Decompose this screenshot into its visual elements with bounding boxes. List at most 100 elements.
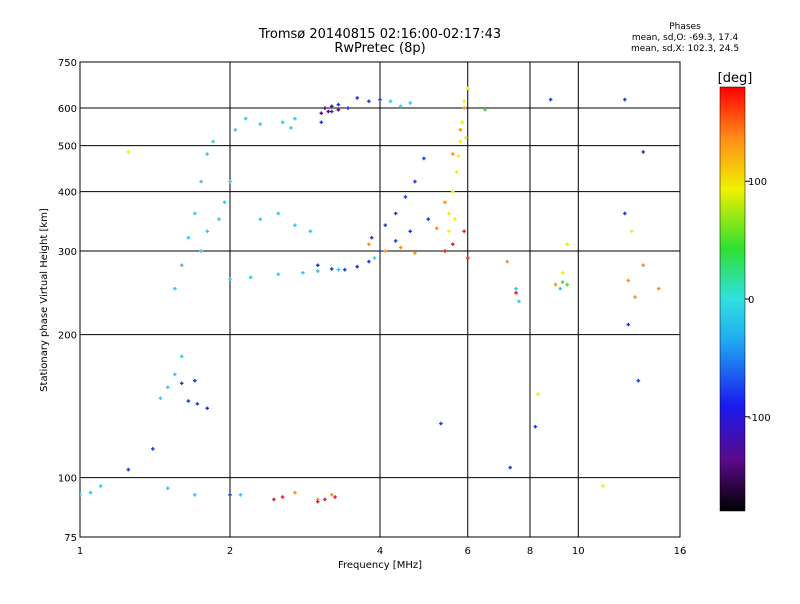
scatter-point	[378, 249, 382, 253]
scatter-point	[462, 229, 466, 234]
chart-title: Tromsø 20140815 02:16:00-02:17:43	[258, 27, 502, 42]
scatter-point	[276, 272, 281, 277]
scatter-point	[367, 242, 371, 247]
scatter-point	[355, 264, 359, 269]
scatter-point	[553, 282, 558, 287]
scatter-point	[276, 211, 281, 216]
scatter-point	[454, 170, 459, 174]
x-tick-labels: 1 2 4 6 8 10 16	[77, 546, 687, 557]
scatter-point	[319, 111, 324, 116]
scatter-point	[393, 239, 398, 243]
scatter-point	[323, 497, 327, 502]
scatter-point	[126, 150, 131, 154]
scatter-point	[272, 497, 276, 502]
x-tick-label: 16	[674, 546, 687, 557]
scatter-point	[211, 139, 215, 144]
colorbar-tick-label: -100	[748, 413, 771, 424]
colorbar	[719, 86, 746, 512]
x-axis-label: Frequency [MHz]	[338, 560, 422, 571]
y-tick-label: 400	[58, 188, 77, 199]
scatter-point	[439, 421, 443, 426]
scatter-point	[205, 406, 209, 411]
scatter-point	[505, 259, 509, 264]
scatter-point	[378, 97, 382, 102]
scatter-point	[451, 189, 455, 194]
scatter-point	[565, 282, 569, 287]
scatter-point	[205, 229, 209, 234]
scatter-point	[301, 270, 305, 275]
scatter-point	[258, 217, 263, 222]
scatter-point	[447, 229, 451, 234]
scatter-point	[623, 211, 627, 216]
scatter-point	[193, 211, 197, 216]
scatter-point	[228, 493, 232, 497]
scatter-point	[308, 229, 313, 234]
scatter-point	[165, 385, 170, 390]
scatter-point	[222, 200, 227, 205]
colorbar-tick-label: 0	[748, 295, 754, 306]
y-tick-labels: 75 100 200 300 400 500 600 750	[58, 58, 77, 544]
scatter-point	[517, 299, 521, 304]
scatter-point	[289, 126, 293, 130]
scatter-point	[238, 493, 243, 497]
scatter-point	[217, 217, 221, 222]
scatter-point	[179, 263, 184, 268]
scatter-point	[514, 291, 518, 295]
scatter-point	[186, 399, 191, 403]
scatter-point	[193, 378, 197, 383]
x-tick-label: 4	[377, 546, 383, 557]
scatter-point	[548, 97, 553, 102]
scatter-point	[329, 104, 334, 109]
scatter-point	[326, 109, 331, 114]
scatter-point	[641, 263, 646, 268]
y-tick-label: 750	[58, 58, 77, 69]
scatter-point	[323, 106, 327, 110]
scatter-point	[422, 156, 426, 161]
scatter-point	[336, 107, 341, 112]
scatter-point	[451, 242, 455, 247]
phase-stats: Phases mean, sd,O: -69.3, 17.4 mean, sd,…	[600, 22, 770, 55]
scatter-point	[536, 392, 540, 396]
scatter-point	[195, 402, 200, 406]
y-tick-label: 100	[58, 474, 77, 485]
colorbar-ticks: 100 0 -100	[745, 177, 771, 424]
scatter-point	[626, 278, 631, 283]
scatter-point	[398, 245, 403, 250]
scatter-point	[462, 106, 466, 110]
scatter-point	[173, 286, 177, 291]
chart-subtitle: RwPretec (8p)	[334, 41, 426, 56]
x-tick-label: 1	[77, 546, 83, 557]
scatter-point	[636, 378, 641, 383]
scatter-point	[98, 484, 103, 488]
scatter-point	[280, 495, 285, 499]
scatter-point	[151, 447, 155, 451]
scatter-point	[408, 229, 413, 234]
scatter-point	[443, 200, 447, 205]
scatter-point	[199, 249, 203, 253]
scatter-point	[560, 270, 565, 275]
scatter-point	[329, 267, 334, 271]
colorbar-tick-label: 100	[748, 177, 767, 188]
y-tick-label: 300	[58, 247, 77, 258]
scatter-point	[315, 269, 320, 274]
scatter-point	[343, 267, 347, 272]
scatter-point	[403, 195, 408, 199]
scatter-point	[293, 490, 297, 495]
scatter-point	[465, 86, 470, 91]
scatter-point	[336, 267, 341, 272]
scatter-point	[464, 135, 468, 140]
scatter-point	[346, 106, 350, 110]
scatter-point	[186, 235, 191, 240]
scatter-point	[508, 465, 512, 470]
x-tick-label: 10	[572, 546, 585, 557]
y-axis-label: Stationary phase Virtual Height [km]	[39, 208, 50, 392]
scatter-point	[483, 107, 487, 112]
scatter-points	[80, 86, 661, 504]
scatter-point	[248, 275, 253, 280]
scatter-point	[383, 223, 388, 228]
scatter-point	[205, 152, 209, 156]
scatter-point	[533, 424, 538, 429]
x-tick-label: 2	[227, 546, 233, 557]
scatter-point	[398, 104, 403, 109]
